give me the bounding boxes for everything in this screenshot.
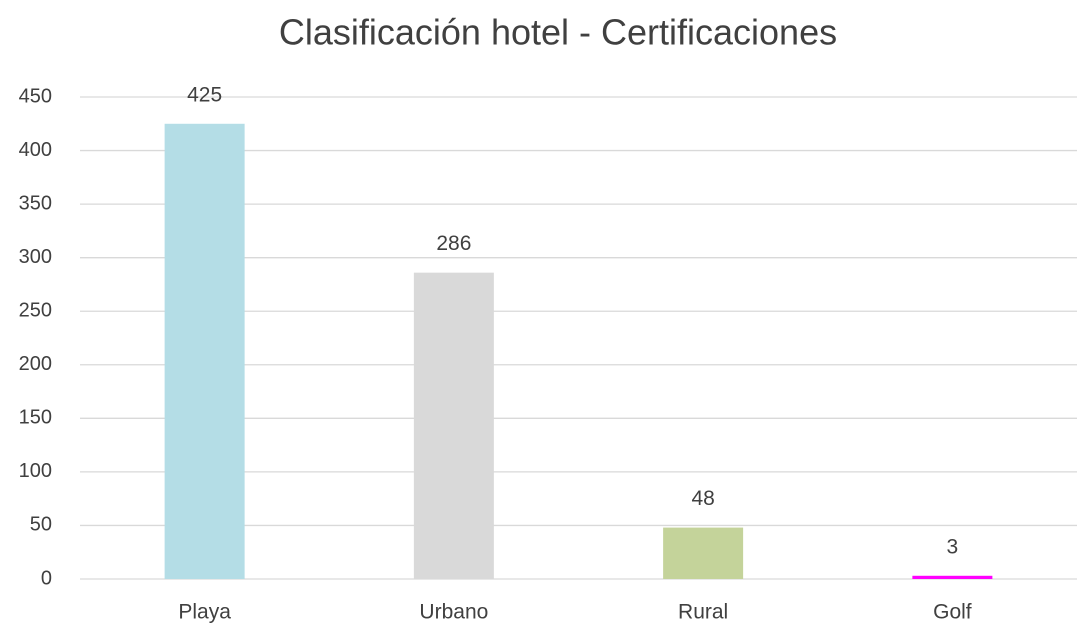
- data-label: 48: [691, 487, 714, 510]
- y-tick-label: 300: [19, 246, 52, 268]
- y-tick-label: 450: [19, 85, 52, 107]
- y-tick-label: 350: [19, 192, 52, 214]
- bar: [663, 527, 744, 579]
- bar: [413, 272, 494, 579]
- y-tick-label: 250: [19, 300, 52, 322]
- data-label: 286: [436, 232, 471, 255]
- x-tick-label: Golf: [933, 601, 972, 624]
- data-label: 3: [947, 535, 959, 558]
- x-tick-label: Playa: [178, 601, 231, 624]
- y-tick-label: 150: [19, 407, 52, 429]
- data-label: 425: [187, 83, 222, 106]
- y-tick-label: 0: [41, 567, 52, 589]
- x-tick-label: Rural: [678, 601, 728, 624]
- y-tick-label: 100: [19, 460, 52, 482]
- y-tick-label: 200: [19, 353, 52, 375]
- chart-title: Clasificación hotel - Certificaciones: [279, 12, 837, 53]
- bar: [912, 575, 993, 579]
- y-tick-label: 400: [19, 139, 52, 161]
- bar: [164, 123, 245, 580]
- x-tick-label: Urbano: [419, 601, 488, 624]
- y-tick-label: 50: [30, 514, 52, 536]
